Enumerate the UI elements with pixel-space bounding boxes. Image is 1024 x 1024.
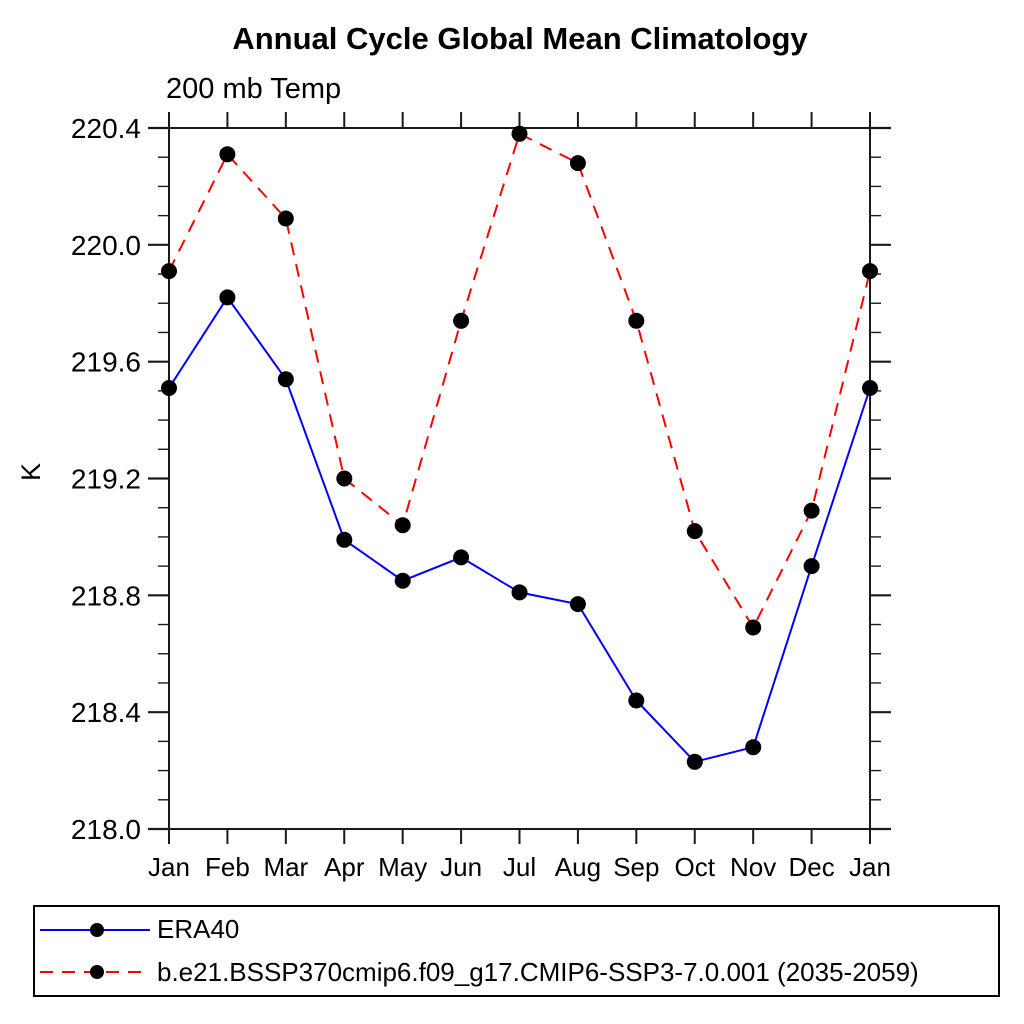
data-point-marker: [219, 289, 236, 306]
svg-text:220.4: 220.4: [71, 113, 141, 144]
svg-text:Oct: Oct: [675, 852, 716, 882]
svg-text:Mar: Mar: [263, 852, 308, 882]
data-point-marker: [686, 753, 703, 770]
data-point-marker: [219, 146, 236, 163]
svg-text:220.0: 220.0: [71, 230, 141, 261]
chart-title: Annual Cycle Global Mean Climatology: [232, 21, 808, 56]
svg-text:Jul: Jul: [503, 852, 536, 882]
legend-label-era40: ERA40: [157, 914, 240, 945]
series-model-run: [161, 125, 878, 636]
legend-label-model-run: b.e21.BSSP370cmip6.f09_g17.CMIP6-SSP3-7.…: [157, 956, 919, 987]
svg-text:218.8: 218.8: [71, 580, 141, 611]
x-axis-ticks: [168, 112, 871, 844]
data-point-marker: [745, 739, 762, 756]
data-point-marker: [511, 125, 528, 142]
series-era40: [161, 289, 878, 770]
plot-area: 218.0 218.4 218.8 219.2 219.6 220.0 220.4 Jan Fe…: [16, 112, 891, 882]
svg-text:219.2: 219.2: [71, 464, 141, 495]
svg-text:Feb: Feb: [205, 852, 250, 882]
svg-text:Dec: Dec: [788, 852, 834, 882]
data-point-marker: [628, 692, 645, 709]
y-axis-title: K: [16, 463, 46, 481]
svg-text:Aug: Aug: [555, 852, 601, 882]
svg-text:Jan: Jan: [148, 852, 190, 882]
data-point-marker: [803, 502, 820, 519]
data-point-marker: [569, 155, 586, 172]
y-axis-tick-labels: 218.0 218.4 218.8 219.2 219.6 220.0 220.4: [71, 113, 141, 845]
svg-text:Nov: Nov: [730, 852, 776, 882]
data-point-marker: [628, 312, 645, 329]
data-point-marker: [336, 531, 353, 548]
legend-box: ERA40 b.e21.BSSP370cmip6.f09_g17.CMIP6-S…: [33, 905, 1000, 997]
axes-frame: [168, 127, 871, 830]
legend-item-era40: ERA40: [39, 910, 998, 950]
data-point-marker: [686, 523, 703, 540]
svg-text:Jan: Jan: [849, 852, 891, 882]
svg-text:218.4: 218.4: [71, 697, 141, 728]
data-point-marker: [745, 619, 762, 636]
data-point-marker: [277, 210, 294, 227]
data-point-marker: [862, 380, 878, 396]
y-axis-ticks: [148, 126, 891, 831]
data-point-marker: [161, 263, 177, 280]
data-point-marker: [803, 558, 820, 575]
data-point-marker: [862, 263, 878, 280]
data-point-marker: [394, 572, 411, 589]
svg-text:Jun: Jun: [440, 852, 482, 882]
svg-text:Sep: Sep: [613, 852, 659, 882]
data-point-marker: [161, 380, 177, 396]
legend-sample-era40-line-marker: [40, 922, 150, 937]
data-point-marker: [569, 596, 586, 613]
svg-text:Apr: Apr: [324, 852, 365, 882]
data-point-marker: [453, 312, 470, 329]
x-axis-tick-labels: Jan Feb Mar Apr May Jun Jul Aug Sep Oct Nov Dec Jan: [148, 852, 891, 882]
data-point-marker: [394, 517, 411, 534]
chart-subtitle: 200 mb Temp: [166, 73, 342, 105]
data-point-marker: [511, 584, 528, 601]
svg-text:219.6: 219.6: [71, 347, 141, 378]
data-point-marker: [277, 371, 294, 388]
svg-text:218.0: 218.0: [71, 814, 141, 845]
data-point-marker: [453, 549, 470, 566]
data-point-marker: [336, 470, 353, 487]
legend-sample-model-run-line-marker: [40, 965, 150, 980]
svg-text:May: May: [378, 852, 427, 882]
legend-item-model-run: b.e21.BSSP370cmip6.f09_g17.CMIP6-SSP3-7.…: [39, 952, 998, 992]
